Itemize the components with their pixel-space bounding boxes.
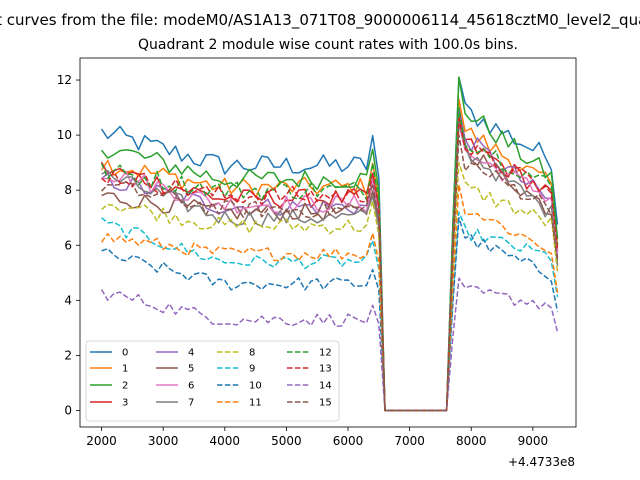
series-line-13 bbox=[101, 117, 559, 412]
legend-label-3: 3 bbox=[122, 398, 128, 409]
series-line-1 bbox=[100, 98, 559, 412]
x-tick-label-4000: 4000 bbox=[210, 434, 241, 448]
chart-title: Quadrant 2 module wise count rates with … bbox=[138, 37, 518, 53]
series-line-14 bbox=[100, 277, 559, 412]
axes-frame bbox=[79, 57, 577, 428]
y-tick-label-4: 4 bbox=[64, 293, 72, 307]
y-tick-label-2: 2 bbox=[64, 348, 72, 362]
x-tick-label-5000: 5000 bbox=[271, 434, 302, 448]
legend-label-12: 12 bbox=[319, 348, 332, 359]
legend-label-6: 6 bbox=[188, 381, 194, 392]
series-line-15 bbox=[101, 134, 559, 412]
series-line-5 bbox=[101, 117, 559, 412]
x-offset-label: +4.4733e8 bbox=[508, 455, 575, 469]
x-tick-label-8000: 8000 bbox=[456, 434, 487, 448]
series-line-9 bbox=[101, 211, 559, 412]
legend-label-14: 14 bbox=[319, 381, 332, 392]
legend-label-15: 15 bbox=[319, 398, 332, 409]
y-tick-label-8: 8 bbox=[64, 183, 72, 197]
legend-frame bbox=[85, 340, 340, 422]
series-group bbox=[100, 76, 559, 412]
series-line-11 bbox=[100, 183, 559, 412]
legend-label-9: 9 bbox=[249, 364, 255, 375]
series-line-8 bbox=[101, 161, 559, 412]
legend-label-7: 7 bbox=[188, 398, 194, 409]
x-tick-label-6000: 6000 bbox=[333, 434, 364, 448]
legend-label-10: 10 bbox=[249, 381, 262, 392]
legend-label-4: 4 bbox=[188, 348, 194, 359]
y-axis: 0 2 4 6 8 10 12 bbox=[57, 73, 80, 417]
legend-label-13: 13 bbox=[319, 364, 332, 375]
y-tick-label-10: 10 bbox=[57, 128, 72, 142]
legend-label-2: 2 bbox=[122, 381, 128, 392]
series-line-12 bbox=[100, 106, 559, 412]
x-tick-label-9000: 9000 bbox=[518, 434, 549, 448]
legend-label-11: 11 bbox=[249, 398, 262, 409]
x-tick-label-3000: 3000 bbox=[148, 434, 179, 448]
y-tick-label-0: 0 bbox=[64, 403, 72, 417]
series-line-10 bbox=[101, 216, 559, 412]
y-tick-label-12: 12 bbox=[57, 73, 72, 87]
x-tick-label-7000: 7000 bbox=[394, 434, 425, 448]
legend-label-8: 8 bbox=[249, 348, 255, 359]
y-tick-label-6: 6 bbox=[64, 238, 72, 252]
series-line-2 bbox=[100, 76, 559, 412]
figure-suptitle: Plotting light curves from the file: mod… bbox=[0, 11, 640, 30]
x-axis: 2000 3000 4000 5000 6000 7000 8000 9000 bbox=[86, 427, 548, 448]
legend-label-0: 0 bbox=[122, 348, 128, 359]
series-line-0 bbox=[100, 76, 559, 412]
x-tick-label-2000: 2000 bbox=[86, 434, 117, 448]
series-line-6 bbox=[101, 123, 559, 412]
legend-label-1: 1 bbox=[122, 364, 128, 375]
legend-label-5: 5 bbox=[188, 364, 194, 375]
